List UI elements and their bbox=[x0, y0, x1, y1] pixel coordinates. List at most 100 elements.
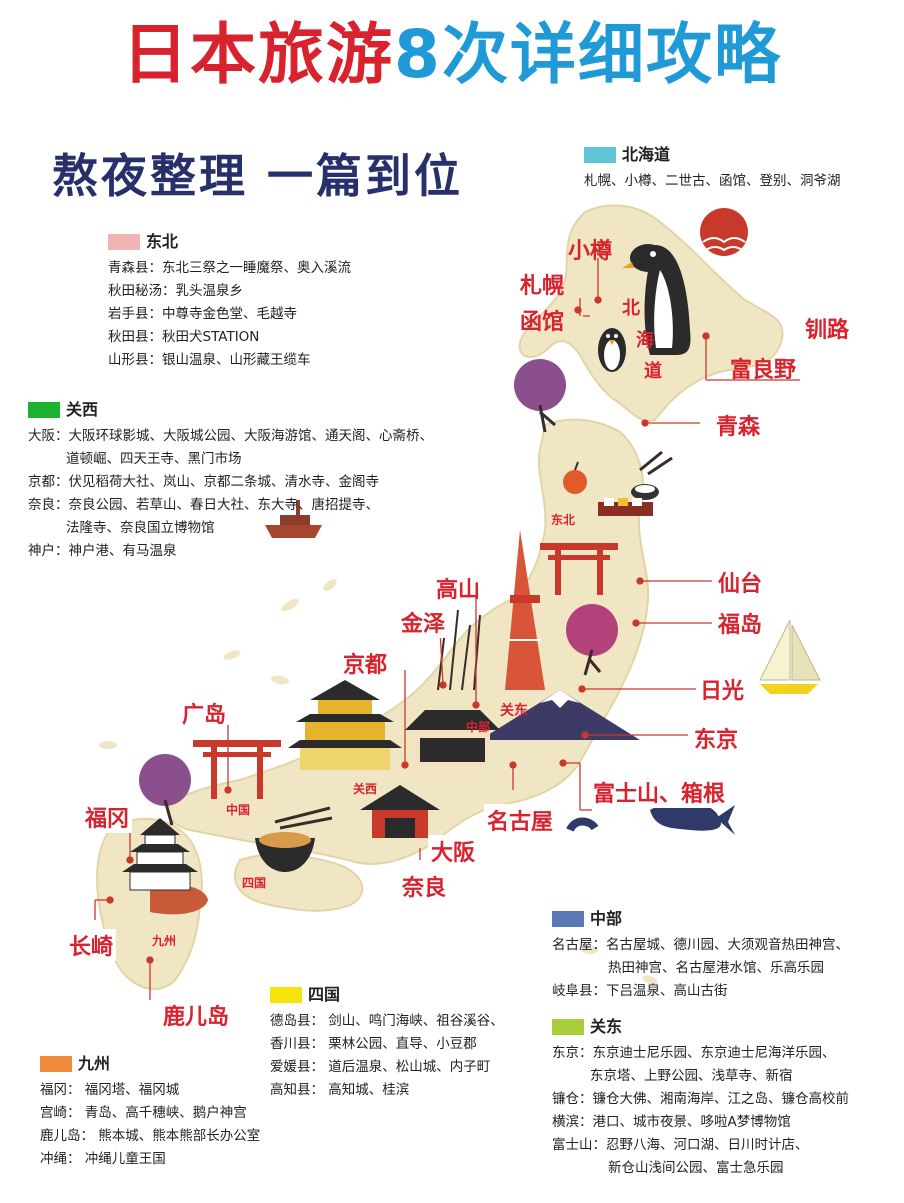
hokkaido-char-1: 北 bbox=[622, 298, 640, 319]
pointer-lines bbox=[94, 258, 800, 1000]
city-label-nikko: 日光 bbox=[700, 679, 745, 704]
legend-row: 岩手县：中尊寺金色堂、毛越寺 bbox=[108, 306, 297, 322]
sun-icon bbox=[700, 208, 748, 256]
sailboat-icon bbox=[759, 619, 821, 694]
cherry-tree-icon bbox=[514, 359, 566, 433]
legend-title: 四国 bbox=[308, 985, 341, 1004]
ship-icon bbox=[265, 500, 322, 538]
legend-swatch bbox=[108, 233, 140, 250]
kyushu-red-ground bbox=[150, 884, 208, 915]
golden-pavilion-icon bbox=[288, 680, 402, 770]
legend-row: 道顿崛、四天王寺、黑门市场 bbox=[66, 451, 242, 467]
osaka-temple-icon bbox=[360, 785, 440, 838]
legend-row: 札幌、小樽、二世古、函馆、登别、洞爷湖 bbox=[584, 173, 841, 189]
legend-tohoku: 东北 青森县：东北三祭之一睡魔祭、奥入溪流 秋田秘汤：乳头温泉乡 岩手县：中尊寺… bbox=[108, 230, 351, 372]
city-label-otaru: 小樽 bbox=[568, 239, 613, 264]
legend-row: 福冈： 福冈塔、福冈城 bbox=[40, 1082, 180, 1098]
legend-row: 宫崎： 青岛、高千穗峡、鹅户神宫 bbox=[40, 1105, 247, 1121]
legend-chubu: 中部 名古屋：名古屋城、德川园、大须观音热田神宫、 热田神宫、名古屋港水馆、乐高… bbox=[552, 907, 849, 1003]
region-label-chubu: 中部 bbox=[466, 720, 491, 734]
city-label-nagoya: 名古屋 bbox=[484, 804, 557, 836]
city-label-nagasaki: 长崎 bbox=[66, 929, 117, 961]
city-label-furano: 富良野 bbox=[730, 358, 797, 383]
legend-title: 北海道 bbox=[622, 145, 671, 164]
apple-icon bbox=[563, 461, 587, 494]
legend-swatch bbox=[552, 910, 584, 927]
city-label-aomori: 青森 bbox=[716, 415, 761, 440]
legend-row: 法隆寺、奈良国立博物馆 bbox=[66, 520, 215, 536]
legend-row: 高知县： 高知城、桂滨 bbox=[270, 1082, 410, 1098]
whale-icon bbox=[566, 801, 735, 835]
cherry-tree-icon-3 bbox=[139, 754, 191, 826]
legend-title: 关东 bbox=[590, 1017, 623, 1036]
castle-icon bbox=[122, 818, 198, 891]
mount-fuji-icon bbox=[480, 690, 640, 740]
ramen-bowl-icon bbox=[255, 806, 333, 872]
legend-swatch bbox=[40, 1055, 72, 1072]
legend-row: 鹿儿岛： 熊本城、熊本熊部长办公室 bbox=[40, 1128, 261, 1144]
city-label-fuji-hakone: 富士山、箱根 bbox=[590, 776, 729, 808]
city-label-nara: 奈良 bbox=[402, 876, 447, 901]
legend-swatch bbox=[552, 1018, 584, 1035]
torii-gate-icon-2 bbox=[193, 740, 281, 799]
legend-row: 秋田县：秋田犬STATION bbox=[108, 329, 260, 345]
region-label-kyushu: 九州 bbox=[152, 934, 177, 948]
legend-kanto: 关东 东京：东京迪士尼乐园、东京迪士尼海洋乐园、 东京塔、上野公园、浅草寺、新宿… bbox=[552, 1015, 849, 1180]
city-label-hiroshima: 广岛 bbox=[182, 703, 227, 728]
legend-shikoku: 四国 德岛县： 剑山、鸣门海峡、祖谷溪谷、 香川县： 栗林公园、直导、小豆郡 爱… bbox=[270, 983, 504, 1102]
legend-title: 九州 bbox=[78, 1054, 111, 1073]
legend-hokkaido: 北海道 札幌、小樽、二世古、函馆、登别、洞爷湖 bbox=[584, 143, 841, 193]
region-label-kanto: 关东 bbox=[500, 703, 528, 719]
penguin-icon bbox=[622, 244, 691, 355]
tokyo-tower-icon bbox=[505, 530, 545, 690]
legend-swatch bbox=[584, 146, 616, 163]
legend-row: 东京：东京迪士尼乐园、东京迪士尼海洋乐园、 bbox=[552, 1045, 836, 1061]
city-label-kanazawa: 金泽 bbox=[398, 606, 449, 638]
sushi-icon bbox=[598, 450, 673, 516]
legend-row: 山形县：银山温泉、山形藏王缆车 bbox=[108, 352, 311, 368]
city-label-osaka: 大阪 bbox=[428, 835, 479, 867]
legend-kansai: 关西 大阪：大阪环球影城、大阪城公园、大阪海游馆、通天阁、心斋桥、 道顿崛、四天… bbox=[28, 398, 433, 563]
legend-swatch bbox=[28, 401, 60, 418]
legend-row: 热田神宫、名古屋港水馆、乐高乐园 bbox=[608, 960, 824, 976]
legend-row: 京都：伏见稻荷大社、岚山、京都二条城、清水寺、金阁寺 bbox=[28, 474, 379, 490]
torii-gate-icon bbox=[540, 543, 618, 595]
city-label-kushiro: 钏路 bbox=[805, 318, 850, 343]
legend-row: 岐阜县：下吕温泉、高山古街 bbox=[552, 983, 728, 999]
temple-icon bbox=[405, 710, 500, 770]
legend-row: 富士山：忍野八海、河口湖、日川时计店、 bbox=[552, 1137, 809, 1153]
legend-kyushu: 九州 福冈： 福冈塔、福冈城 宫崎： 青岛、高千穗峡、鹅户神宫 鹿儿岛： 熊本城… bbox=[40, 1052, 260, 1171]
city-label-sapporo: 札幌 bbox=[520, 274, 565, 299]
legend-row: 横滨：港口、城市夜景、哆啦A梦博物馆 bbox=[552, 1114, 791, 1130]
page-title: 日本旅游8次详细攻略 bbox=[122, 16, 782, 93]
region-label-kansai: 关西 bbox=[353, 782, 378, 796]
legend-row: 奈良：奈良公园、若草山、春日大社、东大寺、唐招提寺、 bbox=[28, 497, 379, 513]
hokkaido-char-2: 海 bbox=[636, 330, 654, 351]
city-label-tokyo: 东京 bbox=[694, 728, 739, 753]
legend-row: 秋田秘汤：乳头温泉乡 bbox=[108, 283, 243, 299]
city-label-takayama: 高山 bbox=[436, 578, 481, 603]
hokkaido-char-3: 道 bbox=[644, 361, 662, 382]
legend-title: 中部 bbox=[590, 909, 623, 928]
small-penguin-icon bbox=[598, 328, 626, 372]
legend-row: 香川县： 栗林公园、直导、小豆郡 bbox=[270, 1036, 477, 1052]
legend-row: 名古屋：名古屋城、德川园、大须观音热田神宫、 bbox=[552, 937, 849, 953]
legend-row: 神户：神户港、有马温泉 bbox=[28, 543, 177, 559]
fish-decor bbox=[99, 579, 658, 985]
page-subtitle: 熬夜整理 一篇到位 bbox=[52, 149, 464, 203]
city-label-fukushima: 福岛 bbox=[718, 613, 763, 638]
legend-row: 大阪：大阪环球影城、大阪城公园、大阪海游馆、通天阁、心斋桥、 bbox=[28, 428, 433, 444]
legend-title: 东北 bbox=[146, 232, 179, 251]
city-label-fukuoka: 福冈 bbox=[82, 801, 133, 833]
legend-row: 德岛县： 剑山、鸣门海峡、祖谷溪谷、 bbox=[270, 1013, 504, 1029]
city-label-kyoto: 京都 bbox=[340, 647, 391, 679]
legend-row: 爱媛县： 道后温泉、松山城、内子町 bbox=[270, 1059, 491, 1075]
region-label-tohoku: 东北 bbox=[551, 513, 576, 527]
legend-title: 关西 bbox=[66, 400, 99, 419]
legend-row: 镰仓：镰仓大佛、湘南海岸、江之岛、镰仓高校前 bbox=[552, 1091, 849, 1107]
legend-row: 东京塔、上野公园、浅草寺、新宿 bbox=[590, 1068, 793, 1084]
city-label-kagoshima: 鹿儿岛 bbox=[160, 999, 233, 1031]
cherry-tree-icon-2 bbox=[566, 604, 618, 676]
region-label-shikoku: 四国 bbox=[242, 876, 267, 890]
